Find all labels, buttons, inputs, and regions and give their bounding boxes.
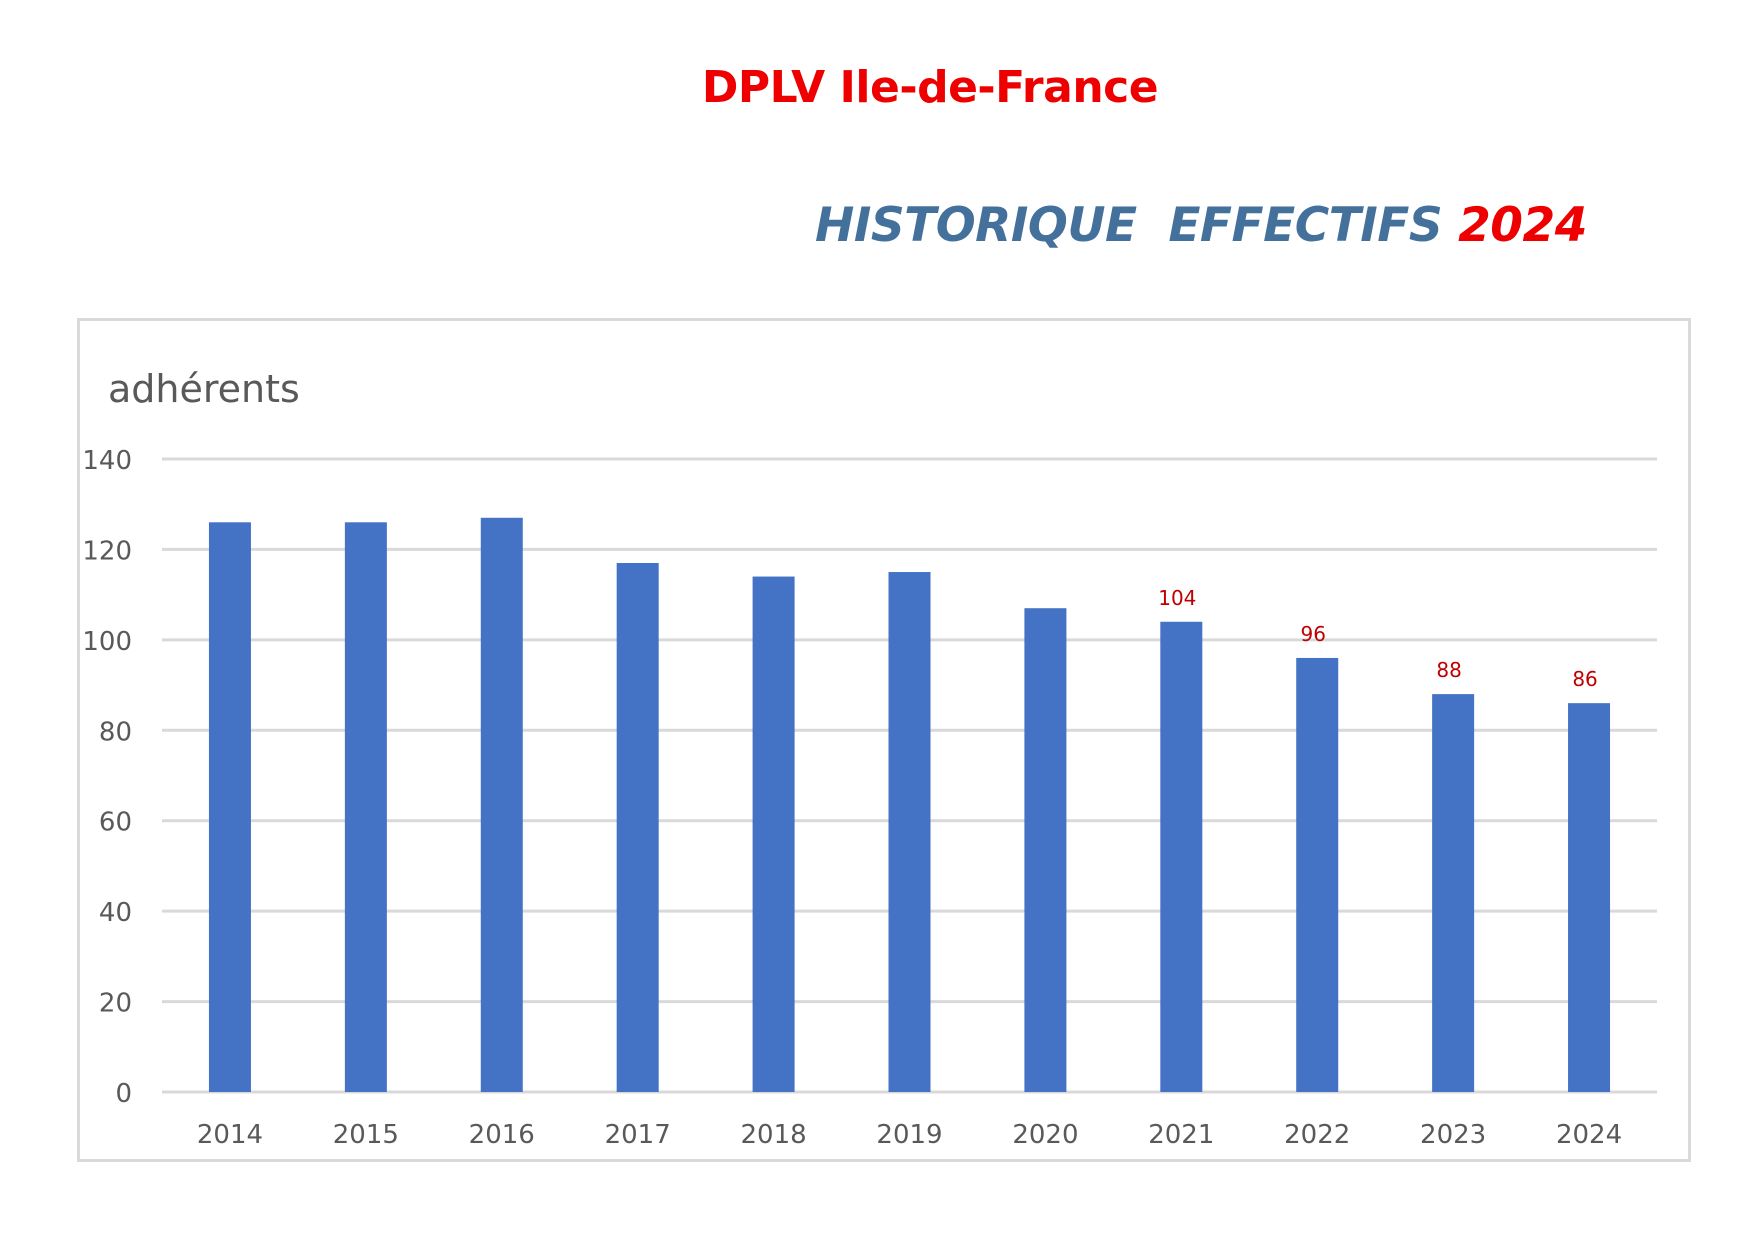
x-tick-label: 2019 xyxy=(876,1120,942,1150)
x-tick-label: 2014 xyxy=(197,1120,263,1150)
bar-2014 xyxy=(208,522,251,1092)
report-title-text: HISTORIQUE EFFECTIFS xyxy=(815,198,1459,253)
y-tick-label: 80 xyxy=(99,717,132,747)
bar-2023 xyxy=(1432,694,1475,1092)
x-tick-label: 2023 xyxy=(1420,1120,1486,1150)
bar-2016 xyxy=(480,517,523,1092)
y-tick-label: 40 xyxy=(99,898,132,928)
y-tick-label: 0 xyxy=(115,1079,132,1109)
bar-2015 xyxy=(344,522,387,1092)
data-label: 88 xyxy=(1436,658,1461,682)
x-tick-label: 2017 xyxy=(605,1120,671,1150)
y-tick-label: 140 xyxy=(82,446,132,476)
x-tick-label: 2021 xyxy=(1148,1120,1214,1150)
data-label: 104 xyxy=(1158,586,1196,610)
x-tick-label: 2018 xyxy=(741,1120,807,1150)
x-axis: 2014 2015 2016 2017 2018 2019 2020 2021 2022 2023… xyxy=(197,1120,1622,1150)
bar-2017 xyxy=(616,562,659,1092)
y-tick-label: 120 xyxy=(82,536,132,566)
data-label: 86 xyxy=(1572,667,1597,691)
bar-2021 xyxy=(1160,621,1203,1092)
x-tick-label: 2022 xyxy=(1284,1120,1350,1150)
bar-2019 xyxy=(888,572,931,1092)
report-title: HISTORIQUE EFFECTIFS 2024 xyxy=(815,198,1587,253)
bar-2024 xyxy=(1568,703,1611,1092)
bar-2022 xyxy=(1296,657,1339,1092)
x-tick-label: 2020 xyxy=(1012,1120,1078,1150)
report-year: 2024 xyxy=(1458,198,1587,253)
x-tick-label: 2015 xyxy=(333,1120,399,1150)
bar-2020 xyxy=(1024,608,1067,1092)
y-axis: 0 20 40 60 80 100 120 140 xyxy=(82,446,132,1109)
bar-2018 xyxy=(752,576,795,1092)
data-label: 96 xyxy=(1301,622,1326,646)
y-tick-label: 20 xyxy=(99,989,132,1019)
x-tick-label: 2024 xyxy=(1556,1120,1622,1150)
org-title: DPLV Ile-de-France xyxy=(701,62,1159,113)
x-tick-label: 2016 xyxy=(469,1120,535,1150)
chart-title: adhérents xyxy=(108,367,300,411)
y-tick-label: 100 xyxy=(82,627,132,657)
bars xyxy=(208,517,1611,1092)
data-labels: 104 96 88 86 xyxy=(1158,586,1598,691)
y-tick-label: 60 xyxy=(99,808,132,838)
